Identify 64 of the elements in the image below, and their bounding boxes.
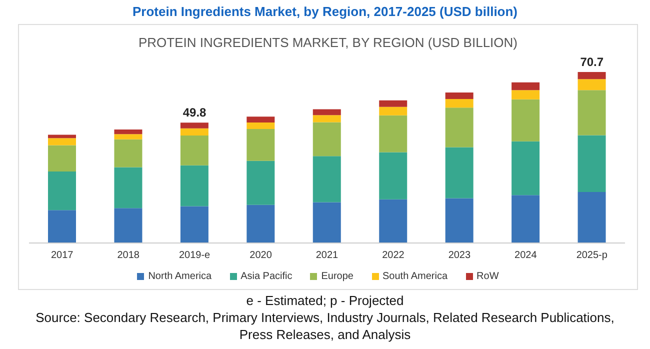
bar [445,99,474,108]
bar [578,72,606,80]
x-tick-label: 2024 [514,250,538,262]
bar [512,195,540,243]
bar [180,128,208,136]
source-note: Source: Secondary Research, Primary Interviews, Industry Journals, Related Research Publications, Press Releases, and Analysis [34,309,616,343]
bar [312,122,341,156]
bar [578,79,606,90]
bar [379,100,408,107]
bar [445,92,474,100]
bar [114,167,142,208]
bar [312,115,341,122]
bar [312,109,341,116]
annotation: 70.7 [580,55,604,69]
text: e - Estimated; p - Projected [245,292,405,309]
bar [379,152,408,200]
bar [114,134,142,140]
bar [445,198,474,243]
bar [48,138,76,146]
bar [445,147,474,198]
bar [512,99,540,142]
bar [246,116,275,122]
bar [379,199,408,243]
x-tick-label: 2017 [50,250,74,262]
bar [379,106,408,116]
bar [180,122,208,128]
legend-label: RoW [476,271,499,282]
bar [246,122,275,129]
bar [180,165,208,206]
bar [246,128,275,161]
x-tick-label: 2022 [382,250,405,262]
bar [246,204,275,243]
x-tick-label: 2025-p [576,250,608,262]
bar [114,208,142,243]
bar [114,139,142,168]
x-tick-label: 2019-e [178,250,211,262]
annotation: 49.8 [182,106,207,120]
bar [512,90,540,100]
bar [578,135,606,192]
legend-label: North America [148,271,212,282]
bar [312,202,341,243]
bar [445,108,474,148]
x-tick-label: 2021 [316,250,339,262]
bar [578,90,606,136]
bar [578,192,606,243]
legend-label: Asia Pacific [240,271,292,282]
bar [379,115,408,152]
bar [114,129,142,134]
bar [48,145,76,172]
bar [512,82,540,90]
bar [312,156,341,202]
bar [48,172,76,210]
bar [246,160,275,205]
bar [512,141,540,196]
chart-subtitle: PROTEIN INGREDIENTS MARKET, BY REGION (USD BILLION) [138,35,518,50]
x-tick-label: 2018 [117,250,140,262]
legend-label: South America [382,271,448,282]
x-tick-label: 2020 [250,250,272,262]
bar [180,206,208,243]
bar [48,210,76,243]
legend-label: Europe [321,271,354,282]
x-tick-label: 2023 [448,250,472,262]
bar [180,135,208,166]
chart-title: Protein Ingredients Market, by Region, 2017-2025 (USD billion) [131,4,519,21]
